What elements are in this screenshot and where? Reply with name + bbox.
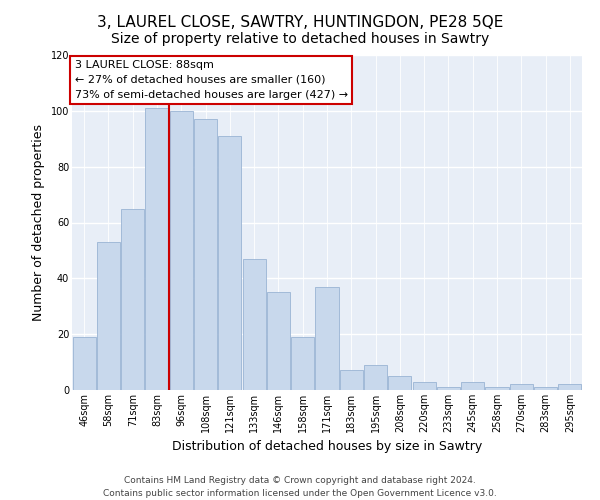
Text: 3 LAUREL CLOSE: 88sqm
← 27% of detached houses are smaller (160)
73% of semi-det: 3 LAUREL CLOSE: 88sqm ← 27% of detached … — [74, 60, 347, 100]
Text: Contains HM Land Registry data © Crown copyright and database right 2024.
Contai: Contains HM Land Registry data © Crown c… — [103, 476, 497, 498]
Bar — [534, 387, 557, 390]
Bar — [437, 387, 460, 390]
Bar — [170, 111, 193, 390]
Bar — [510, 384, 533, 390]
Bar — [267, 292, 290, 390]
Bar — [413, 382, 436, 390]
Bar — [73, 337, 95, 390]
Y-axis label: Number of detached properties: Number of detached properties — [32, 124, 45, 321]
Bar — [364, 365, 387, 390]
X-axis label: Distribution of detached houses by size in Sawtry: Distribution of detached houses by size … — [172, 440, 482, 454]
Bar — [559, 384, 581, 390]
Bar — [461, 382, 484, 390]
Bar — [194, 119, 217, 390]
Bar — [242, 259, 266, 390]
Bar — [145, 108, 169, 390]
Bar — [485, 387, 509, 390]
Bar — [388, 376, 412, 390]
Bar — [218, 136, 241, 390]
Bar — [316, 286, 338, 390]
Bar — [340, 370, 363, 390]
Bar — [121, 208, 144, 390]
Text: Size of property relative to detached houses in Sawtry: Size of property relative to detached ho… — [111, 32, 489, 46]
Bar — [97, 242, 120, 390]
Bar — [291, 337, 314, 390]
Text: 3, LAUREL CLOSE, SAWTRY, HUNTINGDON, PE28 5QE: 3, LAUREL CLOSE, SAWTRY, HUNTINGDON, PE2… — [97, 15, 503, 30]
